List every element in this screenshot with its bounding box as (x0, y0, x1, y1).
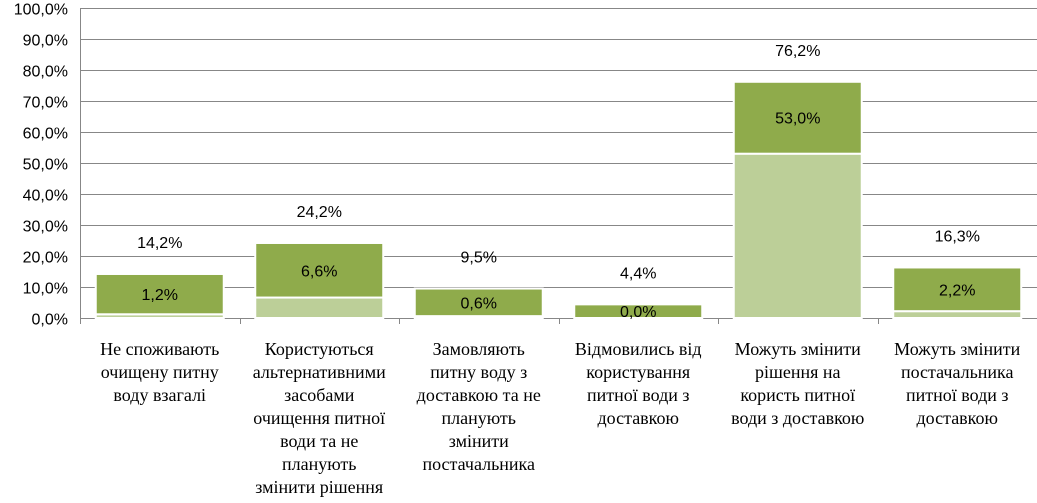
bar-segment-lower (254, 296, 385, 320)
y-tick-label: 30,0% (23, 219, 68, 236)
total-data-label: 9,5% (461, 250, 497, 267)
inner-data-label: 6,6% (301, 263, 337, 280)
bar-segment-upper (413, 287, 544, 318)
inner-data-label: 2,2% (939, 282, 975, 299)
total-data-label: 4,4% (620, 265, 656, 282)
y-tick-label: 40,0% (23, 188, 68, 205)
y-tick-label: 80,0% (23, 64, 68, 81)
bar-segment-upper (573, 303, 704, 319)
inner-data-label: 1,2% (142, 287, 178, 304)
y-tick-label: 50,0% (23, 157, 68, 174)
bar-segment-upper (254, 241, 385, 299)
total-data-label: 14,2% (137, 235, 182, 252)
bar-segment-lower (892, 310, 1023, 319)
bar-segment-upper (892, 266, 1023, 313)
x-category-label: Відмовились від користування питної води… (574, 339, 702, 428)
y-tick-label: 10,0% (23, 281, 68, 298)
total-data-label: 24,2% (297, 204, 342, 221)
bar-segment-lower (732, 152, 863, 319)
total-data-label: 76,2% (775, 43, 820, 60)
x-category-label: Не споживають очищену питну воду взагалі (100, 339, 220, 405)
bar-segment-upper (94, 272, 225, 316)
inner-data-label: 53,0% (775, 111, 820, 128)
bar-segment-upper (732, 80, 863, 155)
y-tick-label: 60,0% (23, 126, 68, 143)
y-tick-label: 90,0% (23, 33, 68, 50)
x-category-label: Замовляють питну воду з доставкою та не … (416, 339, 541, 474)
y-tick-label: 0,0% (32, 312, 68, 329)
total-data-label: 16,3% (935, 228, 980, 245)
inner-data-label: 0,0% (620, 304, 656, 321)
y-tick-label: 70,0% (23, 95, 68, 112)
y-tick-label: 100,0% (14, 2, 68, 19)
x-category-label: Можуть змінити рішення на користь питної… (731, 339, 865, 428)
y-tick-label: 20,0% (23, 250, 68, 267)
x-category-label: Можуть змінити постачальника питної води… (894, 339, 1021, 428)
x-category-label: Користуються альтернативними засобами оч… (252, 339, 386, 497)
inner-data-label: 0,6% (461, 295, 497, 312)
